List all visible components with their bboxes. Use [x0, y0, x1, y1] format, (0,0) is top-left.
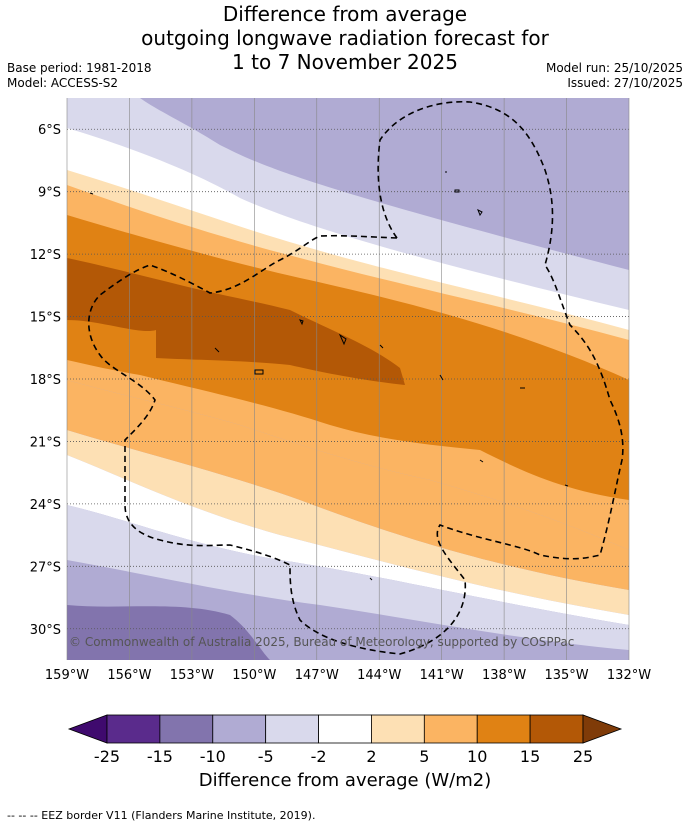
band-neutral-north [67, 128, 629, 330]
colorbar-tick-label: 10 [467, 747, 487, 766]
colorbar-segment [318, 714, 372, 744]
band-2-to-5-north [67, 170, 629, 345]
longitude-label: 156°W [107, 668, 151, 683]
chart-title: Difference from average outgoing longwav… [0, 2, 690, 74]
islands [89, 171, 569, 581]
longitude-label: 147°W [295, 668, 339, 683]
island [214, 347, 220, 353]
colorbar-segment [476, 714, 531, 744]
longitude-label: 159°W [45, 668, 89, 683]
band-15-to-25 [67, 258, 405, 385]
colorbar-tick-label: 15 [520, 747, 540, 766]
model-run: Model run: 25/10/2025 [545, 61, 683, 75]
model-name: Model: ACCESS-S2 [7, 76, 119, 90]
meta-right: Model run: 25/10/2025 Issued: 27/10/2025 [546, 61, 683, 91]
meta-left: Base period: 1981-2018 Model: ACCESS-S2 [7, 61, 152, 91]
colorbar-tick-label: -5 [258, 747, 274, 766]
colorbar-tick-label: 2 [366, 747, 376, 766]
colorbar-segment [529, 714, 584, 744]
island [379, 344, 384, 349]
map-grid [66, 98, 630, 660]
base-period: Base period: 1981-2018 [7, 61, 152, 75]
colorbar-segment [106, 714, 161, 744]
colorbar-segment [371, 714, 425, 744]
island [369, 577, 373, 581]
longitude-labels: 159°W 156°W 153°W 150°W 147°W 144°W 141°W 138°W… [45, 668, 651, 683]
band-5-to-10-south [67, 380, 629, 590]
island [299, 319, 304, 326]
colorbar [67, 714, 623, 744]
island [477, 208, 483, 217]
island [439, 374, 444, 381]
band-minus-5-to-minus-2-north [67, 98, 629, 330]
longitude-label: 153°W [170, 668, 214, 683]
copyright-text: © Commonwealth of Australia 2025, Bureau… [69, 635, 574, 649]
island [89, 192, 94, 195]
colorbar-segment [212, 714, 267, 744]
band-neutral-south [67, 455, 629, 625]
footer-note: -- -- -- EEZ border V11 (Flanders Marine… [7, 809, 316, 822]
longitude-label: 144°W [357, 668, 401, 683]
colorbar-segment [159, 714, 214, 744]
island [564, 484, 569, 487]
longitude-label: 141°W [420, 668, 464, 683]
longitude-label: 150°W [232, 668, 276, 683]
latitude-label: 24°S [30, 498, 61, 513]
title-line-1: Difference from average [222, 2, 468, 26]
title-line-2: outgoing longwave radiation forecast for [141, 26, 549, 50]
colorbar-label: Difference from average (W/m2) [198, 770, 492, 791]
colorbar-tick-label: -15 [147, 747, 173, 766]
band-2-to-5-south [67, 430, 629, 615]
island [338, 333, 347, 346]
longitude-label: 135°W [544, 668, 588, 683]
island [479, 459, 484, 463]
colorbar-ticks: -25 -15 -10 -5 -2 2 5 10 15 25 [94, 747, 593, 766]
longitude-label: 138°W [482, 668, 526, 683]
colorbar-extend-min [67, 714, 108, 744]
colorbar-tick-label: 25 [573, 747, 593, 766]
colorbar-tick-label: -25 [94, 747, 120, 766]
colorbar-tick-label: -2 [311, 747, 327, 766]
colorbar-segment [265, 714, 319, 744]
latitude-labels: 6°S 9°S 12°S 15°S 18°S 21°S 24°S 27°S 30°S [30, 123, 61, 638]
title-line-3: 1 to 7 November 2025 [232, 50, 458, 74]
latitude-label: 27°S [30, 560, 61, 575]
latitude-label: 15°S [30, 311, 61, 326]
latitude-label: 30°S [30, 623, 61, 638]
colorbar-tick-label: 5 [419, 747, 429, 766]
latitude-label: 9°S [38, 186, 61, 201]
colorbar-tick-label: -10 [200, 747, 226, 766]
latitude-label: 6°S [38, 123, 61, 138]
latitude-label: 12°S [30, 248, 61, 263]
latitude-label: 21°S [30, 435, 61, 450]
colorbar-segment [423, 714, 478, 744]
colorbar-extend-max [582, 714, 623, 744]
island [254, 369, 264, 375]
eez-border [88, 100, 624, 655]
issued-date: Issued: 27/10/2025 [567, 76, 683, 90]
island [454, 189, 460, 193]
longitude-label: 132°W [607, 668, 651, 683]
band-minus-15-to-minus-10 [67, 605, 270, 660]
latitude-label: 18°S [30, 373, 61, 388]
